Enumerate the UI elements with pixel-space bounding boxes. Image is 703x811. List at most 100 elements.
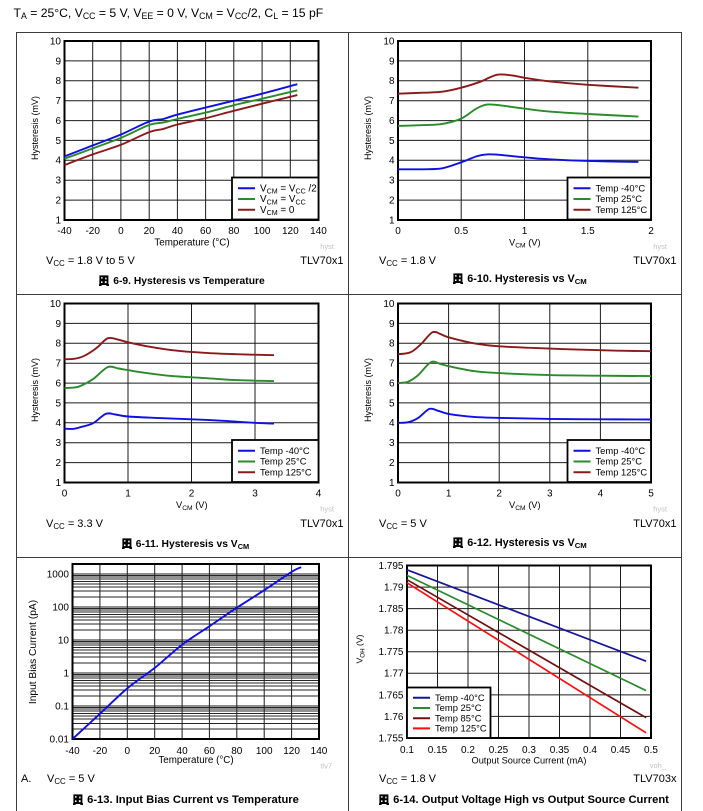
svg-text:9: 9 — [389, 56, 395, 67]
svg-text:4: 4 — [55, 418, 61, 429]
svg-text:Temp 25°C: Temp 25°C — [596, 456, 643, 467]
svg-text:Temp -40°C: Temp -40°C — [596, 183, 646, 194]
svg-text:Hysteresis (mV): Hysteresis (mV) — [30, 96, 40, 160]
svg-text:0: 0 — [62, 489, 68, 500]
svg-text:hyst: hyst — [653, 505, 668, 514]
svg-text:Hysteresis (mV): Hysteresis (mV) — [30, 358, 40, 422]
svg-text:2: 2 — [648, 226, 654, 237]
svg-text:VCM​ (V): VCM​ (V) — [509, 500, 541, 512]
svg-text:Temp -40°C: Temp -40°C — [596, 445, 646, 456]
svg-text:0.45: 0.45 — [611, 745, 631, 756]
svg-text:0.01: 0.01 — [50, 734, 70, 745]
svg-text:0: 0 — [395, 489, 401, 500]
svg-text:40: 40 — [172, 226, 184, 237]
svg-text:9: 9 — [55, 319, 61, 330]
svg-text:1000: 1000 — [47, 569, 70, 580]
svg-text:100: 100 — [52, 602, 69, 613]
svg-text:0.3: 0.3 — [522, 745, 536, 756]
svg-text:100: 100 — [256, 746, 273, 757]
svg-text:4: 4 — [598, 489, 604, 500]
svg-text:Output Source Current (mA): Output Source Current (mA) — [472, 756, 587, 766]
svg-text:0.15: 0.15 — [428, 745, 448, 756]
svg-text:20: 20 — [144, 226, 156, 237]
svg-text:0: 0 — [395, 226, 401, 237]
svg-text:Temp 125°C: Temp 125°C — [260, 466, 312, 477]
svg-text:2: 2 — [189, 489, 195, 500]
svg-text:60: 60 — [200, 226, 212, 237]
svg-text:Temp -40°C: Temp -40°C — [435, 692, 485, 703]
svg-text:Input Bias Current (pA): Input Bias Current (pA) — [28, 600, 39, 704]
svg-text:2: 2 — [496, 489, 502, 500]
svg-text:Temp 85°C: Temp 85°C — [435, 712, 482, 723]
svg-text:1: 1 — [125, 489, 131, 500]
svg-text:1.775: 1.775 — [378, 647, 403, 658]
svg-text:Temperature (°C): Temperature (°C) — [158, 755, 233, 766]
svg-text:6: 6 — [389, 379, 395, 390]
svg-text:8: 8 — [389, 76, 395, 87]
svg-text:1.755: 1.755 — [378, 733, 403, 744]
svg-text:3: 3 — [55, 438, 61, 449]
svg-text:VCM​ (V): VCM​ (V) — [176, 500, 208, 512]
svg-text:2: 2 — [389, 196, 395, 207]
svg-text:1: 1 — [389, 478, 395, 489]
svg-text:VCM​ = 0: VCM​ = 0 — [260, 205, 295, 217]
svg-text:120: 120 — [283, 746, 300, 757]
svg-text:80: 80 — [231, 746, 243, 757]
svg-text:hyst: hyst — [653, 242, 668, 251]
svg-text:5: 5 — [55, 136, 61, 147]
svg-text:8: 8 — [389, 339, 395, 350]
svg-text:Temp 125°C: Temp 125°C — [596, 204, 648, 215]
svg-text:5: 5 — [55, 398, 61, 409]
svg-text:40: 40 — [177, 746, 189, 757]
svg-text:Temp 125°C: Temp 125°C — [596, 466, 648, 477]
svg-text:10: 10 — [50, 299, 62, 310]
svg-text:2: 2 — [55, 196, 61, 207]
svg-text:hyst: hyst — [320, 505, 335, 514]
svg-text:Temp 25°C: Temp 25°C — [435, 702, 482, 713]
svg-text:3: 3 — [389, 438, 395, 449]
svg-text:VCM​ (V): VCM​ (V) — [509, 238, 541, 250]
svg-text:Temp 25°C: Temp 25°C — [260, 456, 307, 467]
svg-text:0.1: 0.1 — [400, 745, 414, 756]
svg-text:20: 20 — [149, 746, 161, 757]
svg-text:6: 6 — [389, 116, 395, 127]
svg-text:-40: -40 — [57, 226, 72, 237]
svg-text:10: 10 — [383, 36, 395, 47]
svg-text:10: 10 — [50, 36, 62, 47]
svg-text:1: 1 — [55, 478, 61, 489]
svg-text:4: 4 — [316, 489, 322, 500]
svg-text:7: 7 — [55, 359, 61, 370]
svg-text:8: 8 — [55, 76, 61, 87]
svg-text:-20: -20 — [85, 226, 100, 237]
svg-text:6: 6 — [55, 379, 61, 390]
svg-text:VCM​ = VCC​: VCM​ = VCC​ — [260, 194, 306, 206]
svg-text:1.765: 1.765 — [378, 690, 403, 701]
svg-text:0: 0 — [118, 226, 124, 237]
svg-text:-20: -20 — [93, 746, 108, 757]
svg-text:2: 2 — [55, 458, 61, 469]
svg-text:60: 60 — [204, 746, 216, 757]
svg-text:140: 140 — [311, 746, 328, 757]
svg-text:1.5: 1.5 — [581, 226, 595, 237]
svg-text:9: 9 — [389, 319, 395, 330]
svg-text:4: 4 — [55, 156, 61, 167]
svg-text:1.76: 1.76 — [384, 712, 404, 723]
svg-text:7: 7 — [55, 96, 61, 107]
svg-text:1: 1 — [389, 215, 395, 226]
svg-text:Temp 25°C: Temp 25°C — [596, 193, 643, 204]
svg-text:0.2: 0.2 — [461, 745, 475, 756]
svg-text:100: 100 — [254, 226, 271, 237]
svg-text:3: 3 — [55, 176, 61, 187]
svg-text:hyst: hyst — [320, 242, 335, 251]
svg-text:5: 5 — [389, 398, 395, 409]
svg-text:0.5: 0.5 — [454, 226, 468, 237]
svg-text:1: 1 — [446, 489, 452, 500]
svg-text:VOH​ (V): VOH​ (V) — [354, 634, 366, 663]
svg-text:-40: -40 — [65, 746, 80, 757]
svg-text:1.79: 1.79 — [384, 582, 404, 593]
svg-text:7: 7 — [389, 96, 395, 107]
svg-text:5: 5 — [648, 489, 654, 500]
svg-text:0.25: 0.25 — [489, 745, 509, 756]
svg-text:1.795: 1.795 — [378, 561, 403, 572]
svg-text:VCM​ = VCC​ /2: VCM​ = VCC​ /2 — [260, 184, 317, 196]
